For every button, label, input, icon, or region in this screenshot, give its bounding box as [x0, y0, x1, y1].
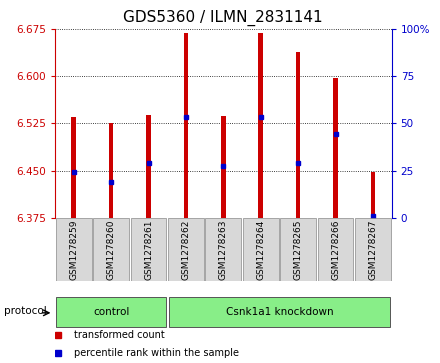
Bar	[168, 218, 204, 281]
Text: protocol: protocol	[4, 306, 47, 315]
Bar	[243, 218, 279, 281]
Bar	[169, 298, 390, 327]
Bar	[56, 298, 166, 327]
Text: GSM1278260: GSM1278260	[106, 220, 116, 280]
Bar	[370, 172, 375, 218]
Bar	[355, 218, 391, 281]
Bar	[280, 218, 316, 281]
Bar	[258, 33, 263, 218]
Bar	[71, 117, 76, 218]
Bar	[205, 218, 241, 281]
Bar	[109, 123, 114, 218]
Text: GSM1278262: GSM1278262	[181, 220, 191, 280]
Text: GSM1278263: GSM1278263	[219, 220, 228, 280]
Bar	[318, 218, 353, 281]
Text: GSM1278265: GSM1278265	[293, 220, 303, 280]
Bar	[333, 78, 338, 218]
Bar	[146, 115, 151, 218]
Bar	[93, 218, 129, 281]
Text: GSM1278266: GSM1278266	[331, 220, 340, 280]
Text: percentile rank within the sample: percentile rank within the sample	[73, 348, 238, 358]
Bar	[131, 218, 166, 281]
Text: transformed count: transformed count	[73, 330, 164, 340]
Bar	[56, 218, 92, 281]
Bar	[183, 33, 188, 218]
Bar	[296, 52, 301, 218]
Text: GSM1278259: GSM1278259	[69, 220, 78, 280]
Text: Csnk1a1 knockdown: Csnk1a1 knockdown	[226, 307, 333, 317]
Text: GSM1278264: GSM1278264	[256, 220, 265, 280]
Title: GDS5360 / ILMN_2831141: GDS5360 / ILMN_2831141	[124, 10, 323, 26]
Bar	[221, 116, 226, 218]
Text: control: control	[93, 307, 129, 317]
Text: GSM1278267: GSM1278267	[368, 220, 378, 280]
Text: GSM1278261: GSM1278261	[144, 220, 153, 280]
